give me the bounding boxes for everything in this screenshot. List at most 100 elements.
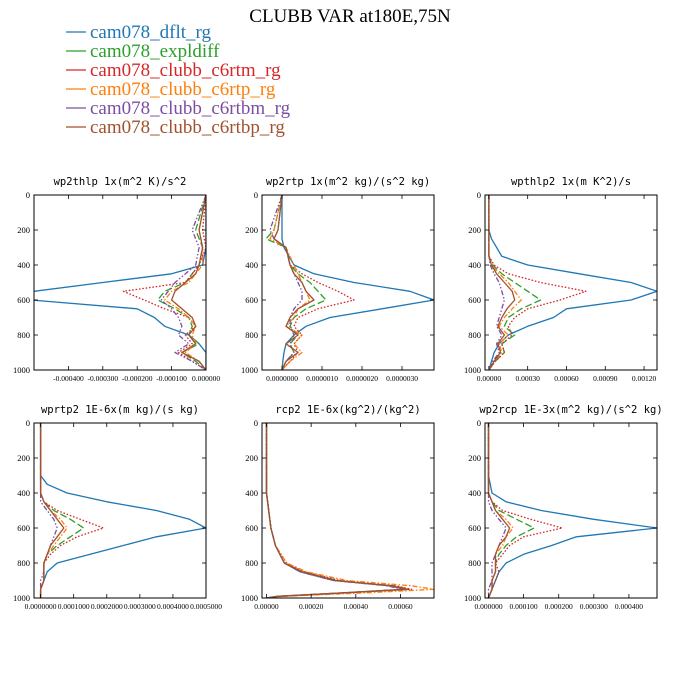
series-line-cam078_clubb_c6rtp_rg xyxy=(164,195,206,370)
legend-label: cam078_expldiff xyxy=(90,41,220,62)
series-line-cam078_expldiff xyxy=(265,423,411,598)
y-tick-label: 0 xyxy=(477,190,481,200)
series-line-cam078_clubb_c6rtp_rg xyxy=(265,423,434,598)
y-tick-label: 0 xyxy=(26,190,30,200)
series-line-cam078_dflt_rg xyxy=(487,423,657,598)
panel: wprtp2 1E-6x(m kg)/(s kg) 0 200 400 600 800 10… xyxy=(13,404,222,611)
x-tick-label: 0.000200 xyxy=(545,602,573,611)
series-line-cam078_clubb_c6rtbm_rg xyxy=(39,423,58,598)
x-tick-label: 0.000400 xyxy=(615,602,643,611)
y-tick-label: 0 xyxy=(26,418,30,428)
panel: wp2rcp 1E-3x(m^2 kg)/(s^2 kg) 0 200 400 600 8… xyxy=(464,404,663,611)
x-tick-label: 0.00060 xyxy=(388,602,413,611)
panel-title: wp2rcp 1E-3x(m^2 kg)/(s^2 kg) xyxy=(479,404,662,416)
panel-title: wprtp2 1E-6x(m kg)/(s kg) xyxy=(41,404,199,416)
y-tick-label: 600 xyxy=(245,523,258,533)
series-line-cam078_clubb_c6rtbm_rg xyxy=(160,195,206,370)
x-tick-label: 0.00040 xyxy=(344,602,369,611)
legend-label: cam078_clubb_c6rtm_rg xyxy=(90,60,281,81)
series-line-cam078_clubb_c6rtm_rg xyxy=(488,195,587,370)
series-line-cam078_dflt_rg xyxy=(265,423,406,598)
x-tick-label: 0.0003000 xyxy=(124,602,156,611)
y-tick-label: 200 xyxy=(17,453,30,463)
series-line-cam078_clubb_c6rtbp_rg xyxy=(265,423,408,598)
y-tick-label: 1000 xyxy=(241,593,258,603)
axes-frame xyxy=(484,194,658,371)
x-tick-label: 0.000100 xyxy=(510,602,538,611)
axes-frame xyxy=(261,194,435,371)
panel: wpthlp2 1x(m K^2)/s020040060080010000.00… xyxy=(464,176,658,383)
series-line-cam078_clubb_c6rtbp_rg xyxy=(488,195,516,370)
x-tick-label: 0.000000 xyxy=(192,374,220,383)
series-line-cam078_clubb_c6rtbm_rg xyxy=(488,195,506,370)
x-tick-label: 0.0002000 xyxy=(91,602,123,611)
series-line-cam078_clubb_c6rtbp_rg xyxy=(487,423,511,598)
panel-title: wp2rtp 1x(m^2 kg)/(s^2 kg) xyxy=(266,176,430,188)
y-tick-label: 600 xyxy=(17,295,30,305)
series-line-cam078_clubb_c6rtbp_rg xyxy=(170,195,206,370)
panel: wp2rtp 1x(m^2 kg)/(s^2 kg) 0 200 400 600 800 1… xyxy=(241,176,435,383)
x-tick-label: 0.0000020 xyxy=(346,374,378,383)
y-tick-label: 0 xyxy=(254,418,258,428)
x-tick-label: 0.00030 xyxy=(515,374,540,383)
x-tick-label: 0.00060 xyxy=(554,374,579,383)
x-tick-label: 0.0001000 xyxy=(58,602,90,611)
legend-label: cam078_clubb_c6rtbm_rg xyxy=(90,98,291,119)
y-tick-label: 1000 xyxy=(13,593,30,603)
x-tick-label: 0.0004000 xyxy=(157,602,189,611)
y-tick-label: 200 xyxy=(468,453,481,463)
axes-frame xyxy=(33,422,207,599)
y-tick-label: 0 xyxy=(254,190,258,200)
axes-frame xyxy=(33,194,207,371)
series-line-cam078_clubb_c6rtbp_rg xyxy=(39,423,65,598)
y-tick-label: 600 xyxy=(468,295,481,305)
x-tick-label: -0.000200 xyxy=(122,374,153,383)
y-tick-label: 400 xyxy=(17,260,30,270)
x-tick-label: -0.000400 xyxy=(53,374,84,383)
series-line-cam078_clubb_c6rtbm_rg xyxy=(265,423,404,598)
series-line-cam078_clubb_c6rtbp_rg xyxy=(273,195,315,370)
y-tick-label: 1000 xyxy=(464,365,481,375)
x-tick-label: -0.000100 xyxy=(156,374,187,383)
y-tick-label: 400 xyxy=(245,488,258,498)
series-line-cam078_clubb_c6rtp_rg xyxy=(269,195,311,370)
y-tick-label: 1000 xyxy=(13,365,30,375)
series-line-cam078_clubb_c6rtbm_rg xyxy=(487,423,507,598)
panel-title: wp2thlp 1x(m^2 K)/s^2 xyxy=(54,176,187,188)
y-tick-label: 200 xyxy=(245,453,258,463)
legend-label: cam078_clubb_c6rtbp_rg xyxy=(90,117,285,138)
x-tick-label: 0.000000 xyxy=(474,602,502,611)
x-tick-label: 0.0000030 xyxy=(386,374,418,383)
x-tick-label: 0.00000 xyxy=(477,374,502,383)
y-tick-label: 600 xyxy=(468,523,481,533)
panel-title: rcp2 1E-6x(kg^2)/(kg^2) xyxy=(275,404,420,416)
x-tick-label: 0.000300 xyxy=(580,602,608,611)
y-tick-label: 200 xyxy=(245,225,258,235)
panel-title: wpthlp2 1x(m K^2)/s xyxy=(511,176,631,188)
x-tick-label: 0.0000000 xyxy=(266,374,298,383)
x-tick-label: 0.00020 xyxy=(299,602,324,611)
y-tick-label: 800 xyxy=(17,558,30,568)
y-tick-label: 600 xyxy=(245,295,258,305)
series-line-cam078_clubb_c6rtm_rg xyxy=(265,423,413,598)
y-tick-label: 800 xyxy=(245,558,258,568)
y-tick-label: 400 xyxy=(468,488,481,498)
panel: rcp2 1E-6x(kg^2)/(kg^2) 0 200 400 600 800 1000… xyxy=(241,404,435,611)
series-line-cam078_dflt_rg xyxy=(281,195,434,370)
y-tick-label: 1000 xyxy=(241,365,258,375)
y-tick-label: 0 xyxy=(477,418,481,428)
x-tick-label: 0.00090 xyxy=(593,374,618,383)
series-line-cam078_dflt_rg xyxy=(39,423,206,598)
y-tick-label: 1000 xyxy=(464,593,481,603)
series-line-cam078_clubb_c6rtm_rg xyxy=(487,423,563,598)
x-tick-label: 0.00000 xyxy=(254,602,279,611)
series-line-cam078_dflt_rg xyxy=(488,195,657,370)
x-tick-label: -0.000300 xyxy=(87,374,118,383)
y-tick-label: 400 xyxy=(17,488,30,498)
axes-frame xyxy=(261,422,435,599)
y-tick-label: 200 xyxy=(17,225,30,235)
figure-title: CLUBB VAR at180E,75N xyxy=(249,6,451,27)
panel: wp2thlp 1x(m^2 K)/s^2 0 200 400 600 800 1000 -0… xyxy=(13,176,220,383)
x-tick-label: 0.0000000 xyxy=(25,602,57,611)
